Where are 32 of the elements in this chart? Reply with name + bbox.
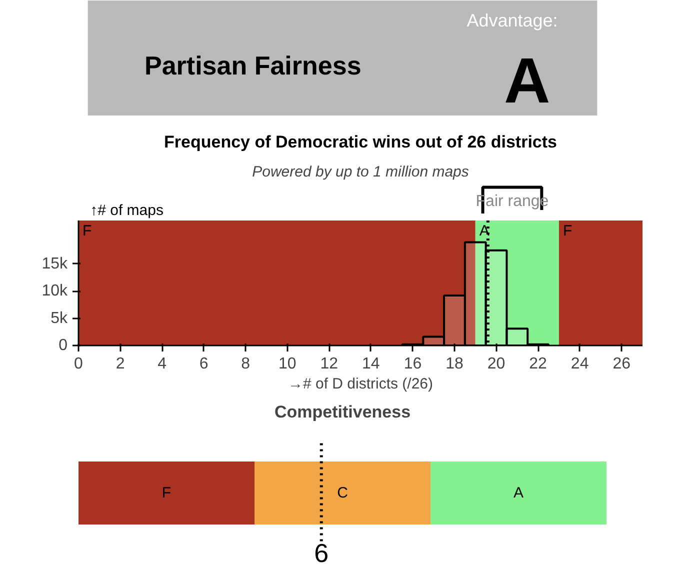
x-tick-label: 20: [487, 356, 506, 372]
band-label: F: [562, 222, 572, 240]
x-axis-title: →# of D districts (/26): [288, 376, 434, 392]
x-tick-label: 22: [529, 356, 548, 372]
category-label: F: [162, 484, 172, 502]
x-tick-label: 14: [362, 356, 380, 372]
chart-subtitle: Powered by up to 1 million maps: [252, 164, 470, 180]
x-tick-label: 10: [278, 356, 296, 372]
x-tick-label: 2: [116, 356, 125, 372]
text: Competitiveness: [274, 402, 411, 422]
y-tick-label: 0: [58, 337, 68, 354]
y-axis-title: ↑# of maps: [90, 202, 164, 219]
category-label: C: [337, 484, 348, 502]
band-label: F: [82, 222, 92, 240]
category-label: A: [514, 484, 524, 502]
y-tick-label: 10k: [42, 282, 68, 300]
text: Advantage:: [466, 10, 558, 30]
x-tick-label: 24: [570, 356, 589, 372]
x-tick-label: 12: [320, 356, 338, 372]
x-tick-label: 16: [404, 356, 422, 372]
y-tick-label: 15k: [42, 255, 68, 272]
x-tick-label: 6: [199, 356, 208, 372]
x-tick-label: 26: [612, 356, 631, 372]
x-tick-label: 8: [241, 356, 250, 372]
x-tick-label: 18: [446, 356, 464, 372]
chart-title: Frequency of Democratic wins out of 26 districts: [164, 132, 557, 152]
x-tick-label: 0: [74, 356, 84, 372]
text: 6: [314, 538, 329, 568]
x-tick-label: 4: [158, 356, 167, 372]
text: Partisan Fairness: [144, 50, 362, 80]
y-tick-label: 5k: [50, 310, 68, 327]
text: A: [504, 44, 550, 116]
